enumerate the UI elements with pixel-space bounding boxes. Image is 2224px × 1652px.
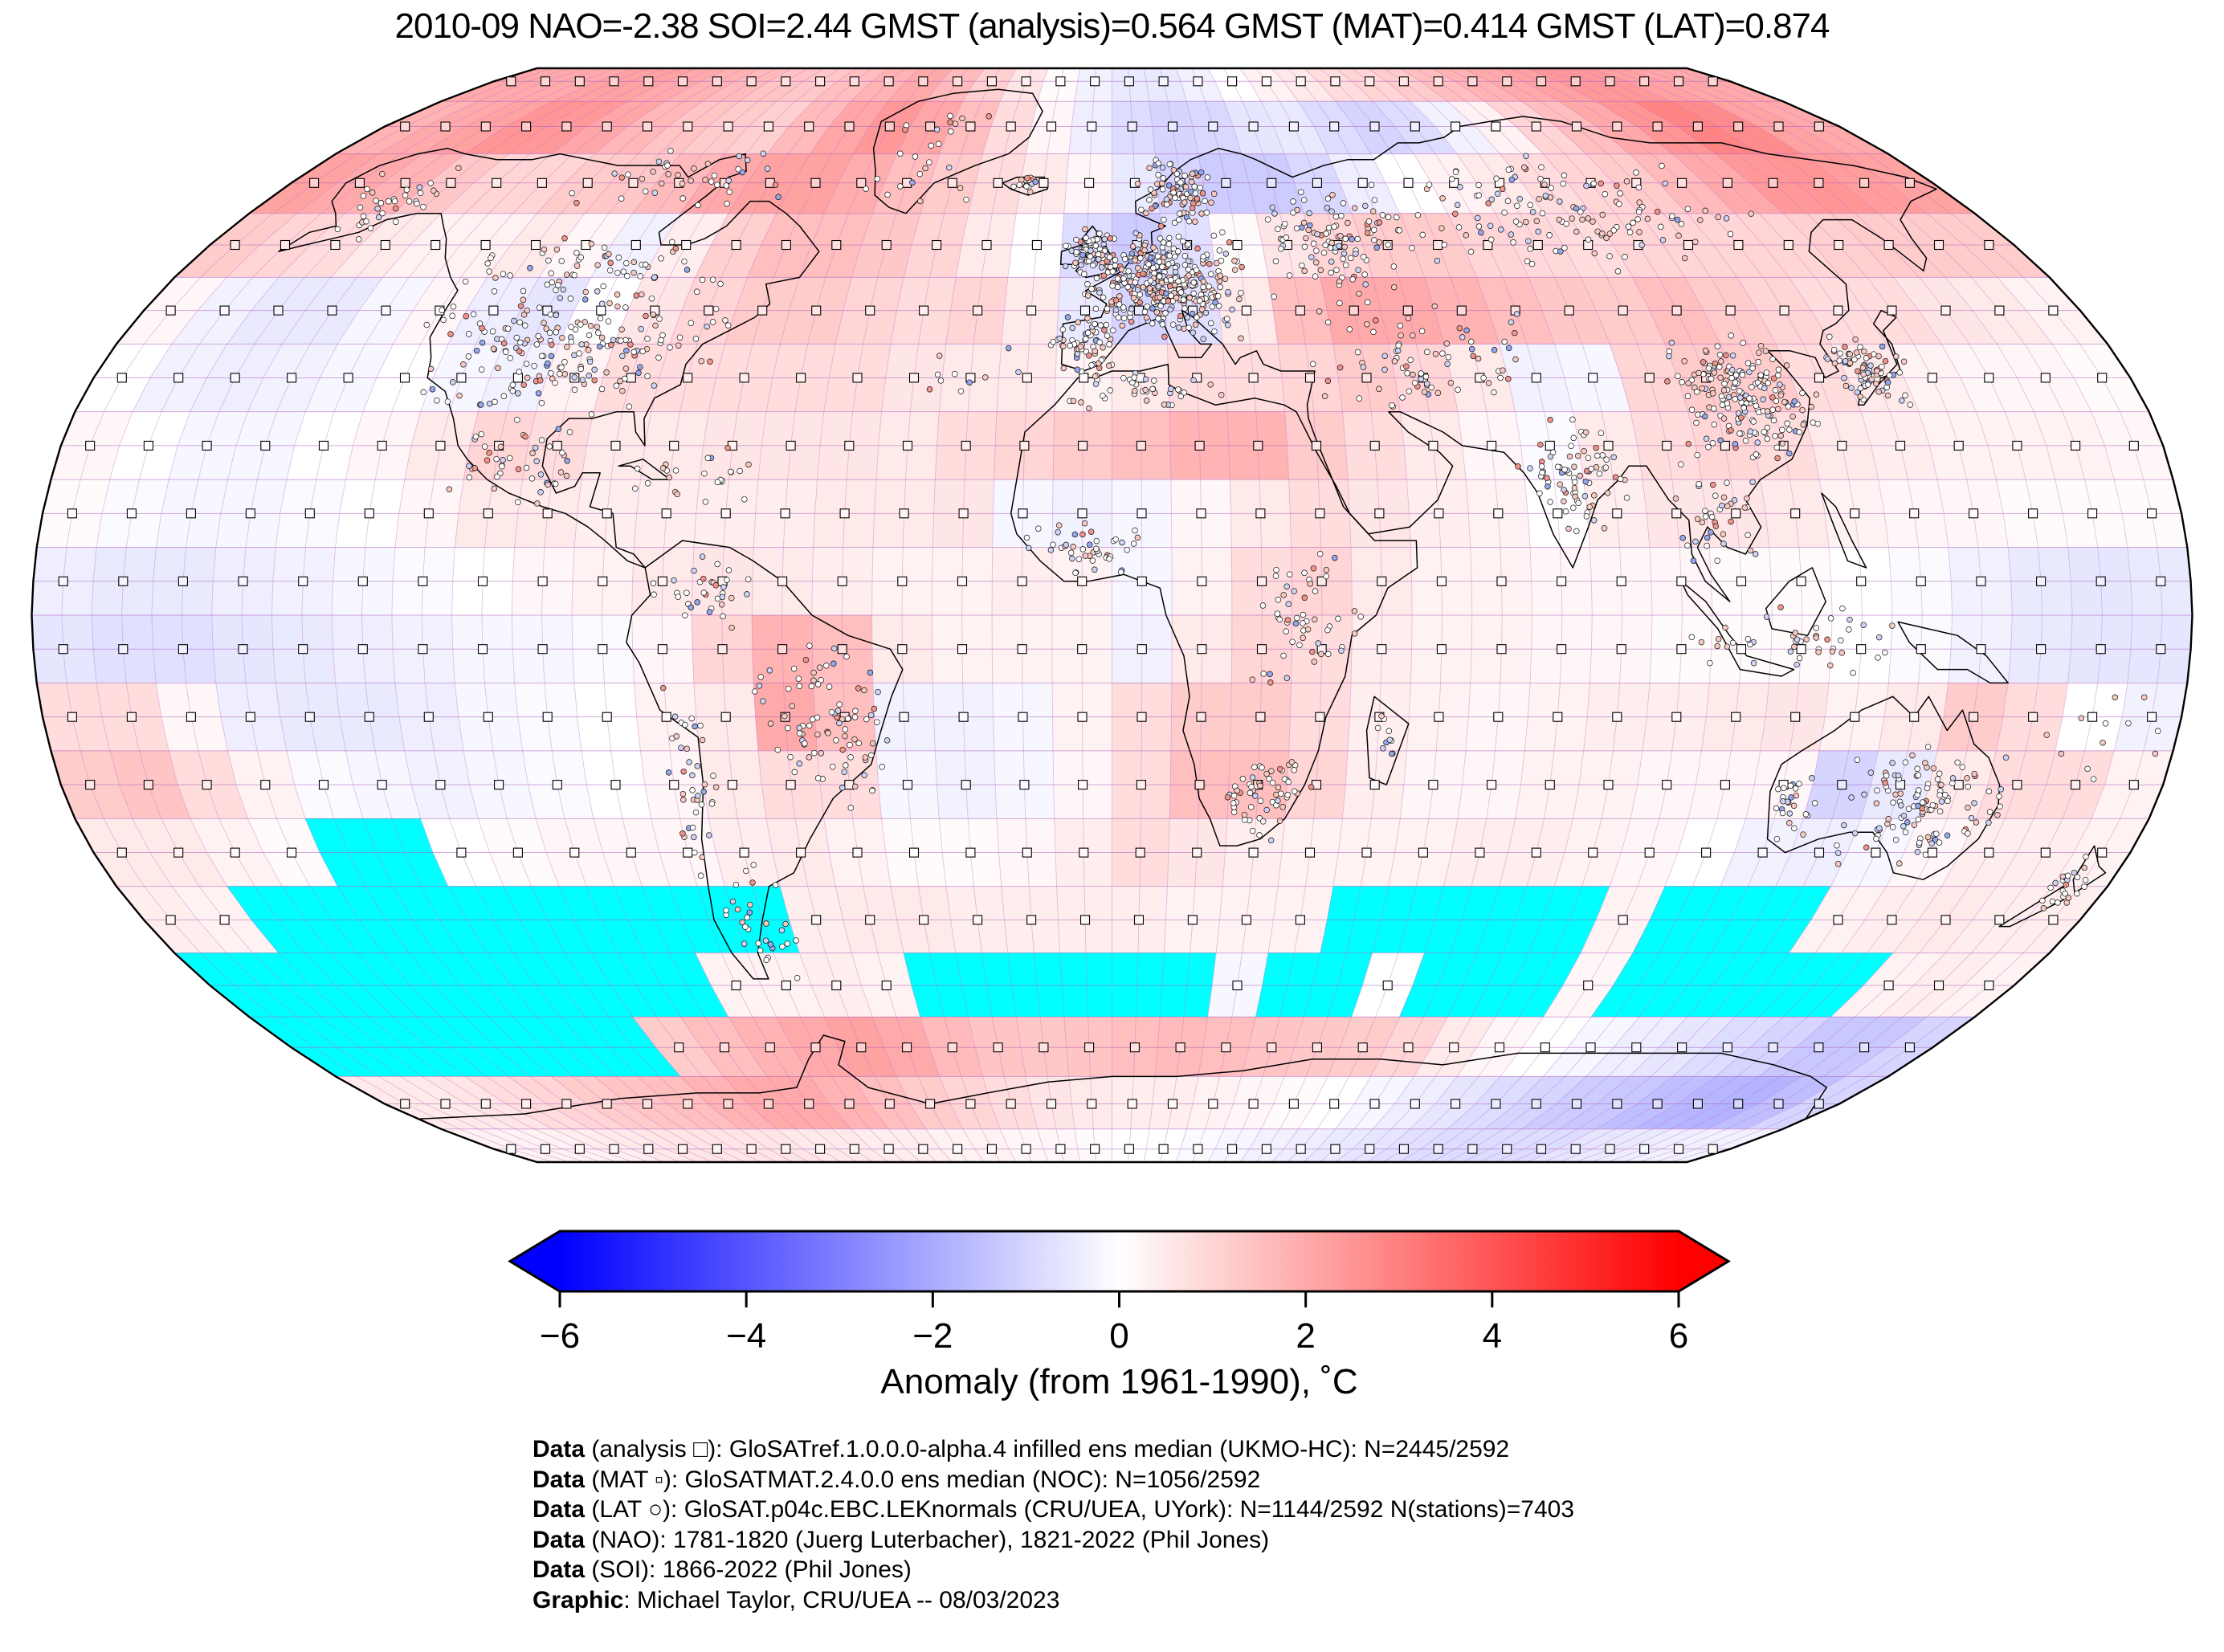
colorbar-tick-label: −4 <box>726 1316 766 1356</box>
colorbar: −6 −4 −2 0 2 4 6 Anomaly (from 1961-1990), ˚C <box>508 1230 1731 1401</box>
footer-line-prefix: Data <box>533 1496 586 1523</box>
footer-line-text: (NAO): 1781-1820 (Juerg Luterbacher), 18… <box>585 1526 1270 1553</box>
colorbar-bar <box>508 1230 1731 1293</box>
footer-line-prefix: Data <box>533 1526 586 1553</box>
colorbar-axis-label: Anomaly (from 1961-1990), ˚C <box>880 1362 1357 1401</box>
colorbar-tick-label: 6 <box>1669 1316 1688 1356</box>
colorbar-tick-label: 0 <box>1109 1316 1128 1356</box>
colorbar-tick-label: −2 <box>912 1316 953 1356</box>
station-markers <box>334 112 2161 981</box>
map-outline <box>31 67 2193 1164</box>
grid-cell-markers <box>58 76 2166 1154</box>
footer-line-prefix: Data <box>533 1556 586 1583</box>
colorbar-ticks: −6 −4 −2 0 2 4 6 <box>540 1291 1688 1356</box>
footer-line: Data (LAT ○): GloSAT.p04c.EBC.LEKnormals… <box>533 1495 1574 1525</box>
footer-line-text: (SOI): 1866-2022 (Phil Jones) <box>585 1556 912 1583</box>
footer-line: Data (SOI): 1866-2022 (Phil Jones) <box>533 1555 1574 1585</box>
graticule <box>31 67 2193 1163</box>
footer-line-prefix: Graphic <box>533 1586 624 1613</box>
footer-line-text: (LAT ○): GloSAT.p04c.EBC.LEKnormals (CRU… <box>585 1496 1575 1523</box>
footer-line-prefix: Data <box>533 1436 586 1462</box>
footer-line-text: (analysis □): GloSATref.1.0.0.0-alpha.4 … <box>585 1436 1510 1462</box>
footer-line: Data (analysis □): GloSATref.1.0.0.0-alp… <box>533 1434 1574 1465</box>
footer-line: Graphic: Michael Taylor, CRU/UEA -- 08/0… <box>533 1585 1574 1616</box>
footer-line: Data (MAT ▫): GloSATMAT.2.4.0.0 ens medi… <box>533 1465 1574 1495</box>
footer-credits: Data (analysis □): GloSATref.1.0.0.0-alp… <box>533 1434 1574 1615</box>
colorbar-tick-label: 2 <box>1296 1316 1315 1356</box>
footer-line: Data (NAO): 1781-1820 (Juerg Luterbacher… <box>533 1525 1574 1556</box>
footer-line-text: : Michael Taylor, CRU/UEA -- 08/03/2023 <box>623 1586 1060 1613</box>
footer-line-prefix: Data <box>533 1466 586 1493</box>
colorbar-tick-label: −6 <box>540 1316 580 1356</box>
world-map <box>31 67 2193 1164</box>
figure-title: 2010-09 NAO=-2.38 SOI=2.44 GMST (analysi… <box>394 6 1830 46</box>
footer-line-text: (MAT ▫): GloSATMAT.2.4.0.0 ens median (N… <box>585 1466 1261 1493</box>
colorbar-tick-label: 4 <box>1483 1316 1502 1356</box>
